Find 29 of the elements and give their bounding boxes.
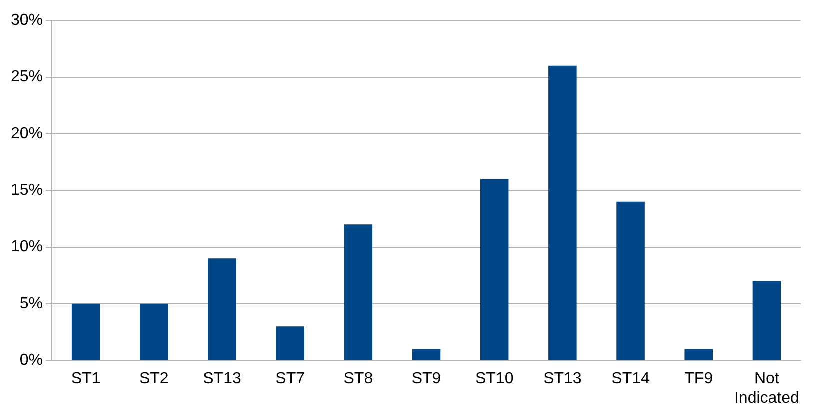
bar [140,304,168,360]
bar [412,349,441,360]
x-tick-label: ST13 [544,370,582,388]
bar [344,224,373,360]
bar [208,258,236,360]
y-tick-label: 20% [10,125,44,142]
bar [752,281,782,360]
y-tick-label: 5% [20,295,44,312]
x-tick-label: ST13 [203,370,242,388]
y-tick-label: 0% [20,352,44,370]
x-tick-label: ST1 [71,370,101,388]
y-tick-label: 15% [10,182,44,200]
x-tick-label: ST10 [475,370,514,388]
bar [276,326,304,360]
bar [616,202,645,360]
x-tick-label: ST14 [612,370,650,388]
x-tick-label: TF9 [684,370,714,388]
bar [72,304,100,360]
bar [480,179,509,360]
bar [684,349,713,360]
bar [548,66,577,360]
x-tick-label: ST8 [344,370,374,388]
x-tick-label: ST7 [276,370,306,388]
y-tick-label: 30% [10,12,44,30]
x-tick-label: ST2 [139,370,169,388]
y-tick-label: 25% [10,68,44,86]
x-tick-label: Not Indicated [734,370,800,407]
x-tick-label: ST9 [412,370,442,388]
y-tick-label: 10% [10,238,44,256]
